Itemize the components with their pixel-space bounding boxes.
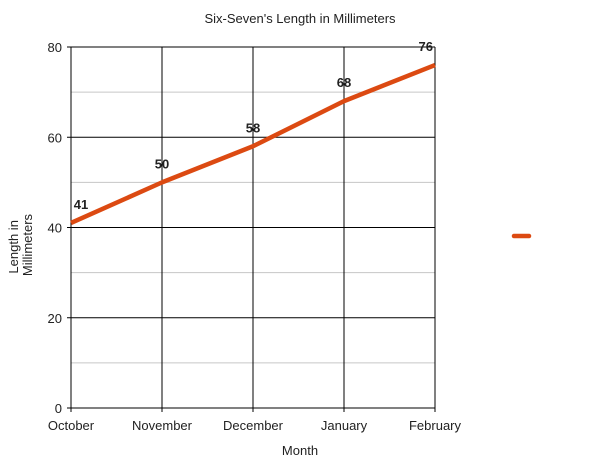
series-line bbox=[70, 62, 436, 226]
y-axis-label-line-1: Length in bbox=[6, 220, 21, 274]
x-tick-label: February bbox=[409, 418, 462, 433]
x-tick-label: November bbox=[132, 418, 193, 433]
data-label: 58 bbox=[246, 120, 260, 135]
tick-labels: 0 20 40 60 80 October November December January F… bbox=[48, 40, 462, 433]
grid bbox=[71, 46, 436, 408]
y-axis-label-line-2: Millimeters bbox=[20, 213, 35, 276]
x-tick-label: January bbox=[321, 418, 368, 433]
data-label: 50 bbox=[155, 156, 169, 171]
x-tick-label: October bbox=[48, 418, 95, 433]
chart-title: Six-Seven's Length in Millimeters bbox=[204, 11, 396, 26]
x-axis-label: Month bbox=[282, 443, 318, 458]
data-label: 76 bbox=[419, 39, 433, 54]
data-labels: 41 50 58 68 76 bbox=[74, 39, 433, 212]
y-tick-label: 0 bbox=[55, 401, 62, 416]
y-tick-label: 20 bbox=[48, 311, 62, 326]
y-tick-label: 60 bbox=[48, 130, 62, 145]
y-tick-label: 40 bbox=[48, 221, 62, 236]
data-label: 68 bbox=[337, 75, 351, 90]
series bbox=[70, 62, 436, 226]
y-tick-label: 80 bbox=[48, 40, 62, 55]
x-tick-label: December bbox=[223, 418, 284, 433]
axes bbox=[67, 46, 436, 412]
y-axis-label: Length in Millimeters bbox=[6, 213, 35, 276]
data-label: 41 bbox=[74, 197, 88, 212]
